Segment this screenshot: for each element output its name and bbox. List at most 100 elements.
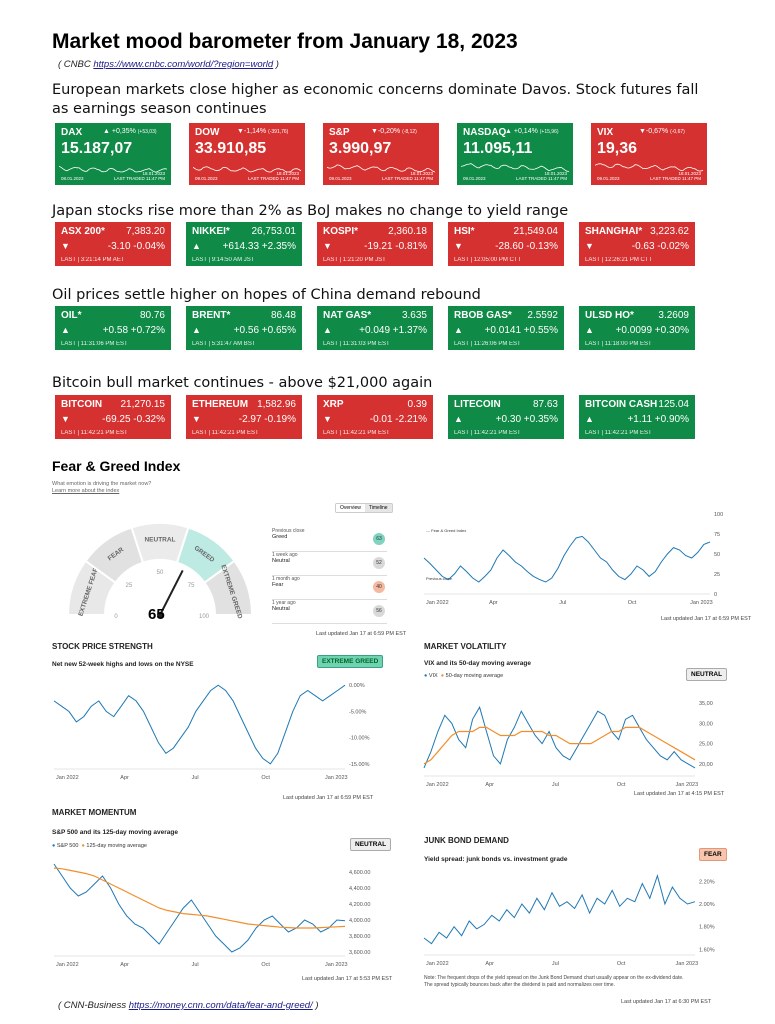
tile-arrow: ▼: [61, 241, 70, 251]
tile-name: BITCOIN CASH: [585, 399, 658, 410]
crypto-tile-bitcoincash[interactable]: BITCOIN CASH 125.04 ▲ +1.11 +0.90% LAST …: [579, 395, 695, 439]
y-tick-label: 1.60%: [699, 947, 715, 953]
junk-subtitle: Yield spread: junk bonds vs. investment …: [424, 856, 568, 863]
tile-name: BITCOIN: [61, 399, 103, 410]
asia-tile-nikkei[interactable]: NIKKEI* 26,753.01 ▲ +614.33 +2.35% LAST …: [186, 222, 302, 266]
history-item: 1 year ago Neutral 56: [272, 600, 387, 624]
history-value-badge: 40: [373, 581, 385, 593]
volatility-subtitle: VIX and its 50-day moving average: [424, 660, 531, 667]
tile-change: -19.21 -0.81%: [364, 241, 427, 252]
stock-strength-chart: 0.00% -5.00% -10.00% -15.00% Jan 2022 Apr Jul O…: [53, 683, 370, 781]
y-tick-label: 25: [714, 572, 720, 578]
x-tick-label: Oct: [617, 961, 626, 967]
tile-name: NASDAQ: [463, 127, 507, 138]
oil-tile-natgas[interactable]: NAT GAS* 3.635 ▲ +0.049 +1.37% LAST | 11…: [317, 306, 433, 350]
tab-overview[interactable]: Overview: [336, 504, 365, 512]
asia-tile-hsi[interactable]: HSI* 21,549.04 ▼ -28.60 -0.13% LAST | 12…: [448, 222, 564, 266]
fear-greed-history: Previous close Greed 63 1 week ago Neutra…: [272, 528, 387, 624]
junk-badge: FEAR: [699, 848, 727, 861]
fear-greed-updated: Last updated Jan 17 at 6:59 PM EST: [316, 631, 407, 637]
gauge-hub: [157, 612, 163, 618]
index-tile-dow[interactable]: DOW ▼-1,14% (-391,76) 33.910,85 09.01.20…: [189, 123, 305, 185]
tile-name: VIX: [597, 127, 614, 138]
index-tile-nasdaq[interactable]: NASDAQ ▲ +0,14% (+15,96) 11.095,11 09.01…: [457, 123, 573, 185]
volatility-title: MARKET VOLATILITY: [424, 642, 507, 651]
y-tick-label: 3,600.00: [349, 950, 370, 956]
fear-greed-title: Fear & Greed Index: [52, 458, 181, 474]
fear-greed-subtitle: What emotion is driving the market now? …: [52, 481, 151, 495]
junk-note-2: The spread typically bounces back after …: [424, 982, 615, 988]
tile-arrow: ▼: [323, 241, 332, 251]
source-link[interactable]: https://www.cnbc.com/world/?region=world: [93, 59, 274, 70]
y-tick-label: 4,600.00: [349, 870, 370, 876]
tile-change: +0.0099 +0.30%: [615, 325, 689, 336]
tile-change: +0.0141 +0.55%: [484, 325, 558, 336]
x-tick-label: Jan 2023: [676, 961, 699, 967]
tile-change: ▼-0,20% (-8,12): [371, 128, 417, 135]
y-tick-label: 25,00: [699, 742, 713, 748]
asia-tile-kospi[interactable]: KOSPI* 2,360.18 ▼ -19.21 -0.81% LAST | 1…: [317, 222, 433, 266]
page-title: Market mood barometer from January 18, 2…: [52, 30, 518, 53]
tile-change: -3.10 -0.04%: [107, 241, 165, 252]
oil-tile-rbobgas[interactable]: RBOB GAS* 2.5592 ▲ +0.0141 +0.55% LAST |…: [448, 306, 564, 350]
tile-updated: LAST | 3:21:14 PM AET: [61, 257, 125, 263]
asia-tile-shanghai[interactable]: SHANGHAI* 3,223.62 ▼ -0.63 -0.02% LAST |…: [579, 222, 695, 266]
tab-timeline[interactable]: Timeline: [364, 504, 392, 512]
tile-arrow: ▼: [61, 414, 70, 424]
timeline-legend-prev: Previous close: [426, 576, 453, 581]
bottom-source-link[interactable]: https://money.cnn.com/data/fear-and-gree…: [128, 1000, 313, 1011]
crypto-tile-litecoin[interactable]: LITECOIN 87.63 ▲ +0.30 +0.35% LAST | 11:…: [448, 395, 564, 439]
crypto-tile-ethereum[interactable]: ETHEREUM 1,582.96 ▼ -2.97 -0.19% LAST | …: [186, 395, 302, 439]
gauge-tick: 25: [126, 583, 133, 589]
tile-price: 1,582.96: [257, 399, 296, 410]
tile-change: +0.049 +1.37%: [359, 325, 427, 336]
y-tick-label: -15.00%: [349, 762, 370, 768]
tile-name: ASX 200*: [61, 226, 105, 237]
source-prefix: ( CNBC: [58, 59, 94, 70]
x-tick-label: Jul: [192, 962, 199, 968]
sparkline-path: [595, 163, 703, 172]
oil-tile-ulsdho[interactable]: ULSD HO* 3.2609 ▲ +0.0099 +0.30% LAST | …: [579, 306, 695, 350]
tile-arrow: ▲: [454, 325, 463, 335]
index-tile-sp[interactable]: S&P ▼-0,20% (-8,12) 3.990,97 09.01.2023 …: [323, 123, 439, 185]
tile-updated: LAST | 11:42:21 PM EST: [323, 430, 390, 436]
source-line: ( CNBC https://www.cnbc.com/world/?regio…: [58, 59, 279, 70]
x-tick-label: Jan 2022: [426, 600, 449, 606]
index-tile-vix[interactable]: VIX ▼-0,67% (-0,67) 19,36 09.01.2023 18.…: [591, 123, 707, 185]
x-tick-label: Apr: [485, 961, 494, 967]
crypto-tile-bitcoin[interactable]: BITCOIN 21,270.15 ▼ -69.25 -0.32% LAST |…: [55, 395, 171, 439]
tile-price: 0.39: [407, 399, 427, 410]
tile-arrow: ▲: [192, 325, 201, 335]
stock-strength-title: STOCK PRICE STRENGTH: [52, 642, 153, 651]
stock-strength-badge: EXTREME GREED: [317, 655, 384, 668]
x-tick-label: Jan 2022: [426, 961, 449, 967]
tile-name: OIL*: [61, 310, 82, 321]
tile-arrow: ▲: [61, 325, 70, 335]
gauge-tick: 50: [157, 570, 164, 576]
source-suffix: ): [273, 59, 279, 70]
tile-change: -0.01 -2.21%: [369, 414, 427, 425]
y-tick-label: 0.00%: [349, 683, 365, 689]
learn-more-link[interactable]: Learn more about the index: [52, 488, 120, 494]
oil-tile-brent[interactable]: BRENT* 86.48 ▲ +0.56 +0.65% LAST | 5:31:…: [186, 306, 302, 350]
crypto-tile-xrp[interactable]: XRP 0.39 ▼ -0.01 -2.21% LAST | 11:42:21 …: [317, 395, 433, 439]
asia-tile-asx200[interactable]: ASX 200* 7,383.20 ▼ -3.10 -0.04% LAST | …: [55, 222, 171, 266]
tile-price: 26,753.01: [251, 226, 297, 237]
fear-greed-value: 65: [148, 606, 165, 623]
tile-sparkline: [59, 165, 167, 173]
x-tick-label: Jul: [192, 775, 199, 781]
x-tick-label: Jul: [552, 961, 559, 967]
tile-price: 11.095,11: [463, 140, 533, 157]
oil-tile-oil[interactable]: OIL* 80.76 ▲ +0.58 +0.72% LAST | 11:31:0…: [55, 306, 171, 350]
y-tick-label: 3,800.00: [349, 934, 370, 940]
x-tick-label: Apr: [120, 775, 129, 781]
tile-sparkline: [461, 163, 569, 172]
y-tick-label: 30,00: [699, 721, 713, 727]
sparkline-path: [193, 166, 301, 173]
tile-change: ▼-0,67% (-0,67): [639, 128, 685, 135]
momentum-title: MARKET MOMENTUM: [52, 808, 137, 817]
y-tick-label: 2.20%: [699, 879, 715, 885]
index-tile-dax[interactable]: DAX ▲ +0,35% (+53,03) 15.187,07 08.01.20…: [55, 123, 171, 185]
tile-updated: LAST | 11:31:06 PM EST: [61, 341, 128, 347]
history-item: Previous close Greed 63: [272, 528, 387, 552]
